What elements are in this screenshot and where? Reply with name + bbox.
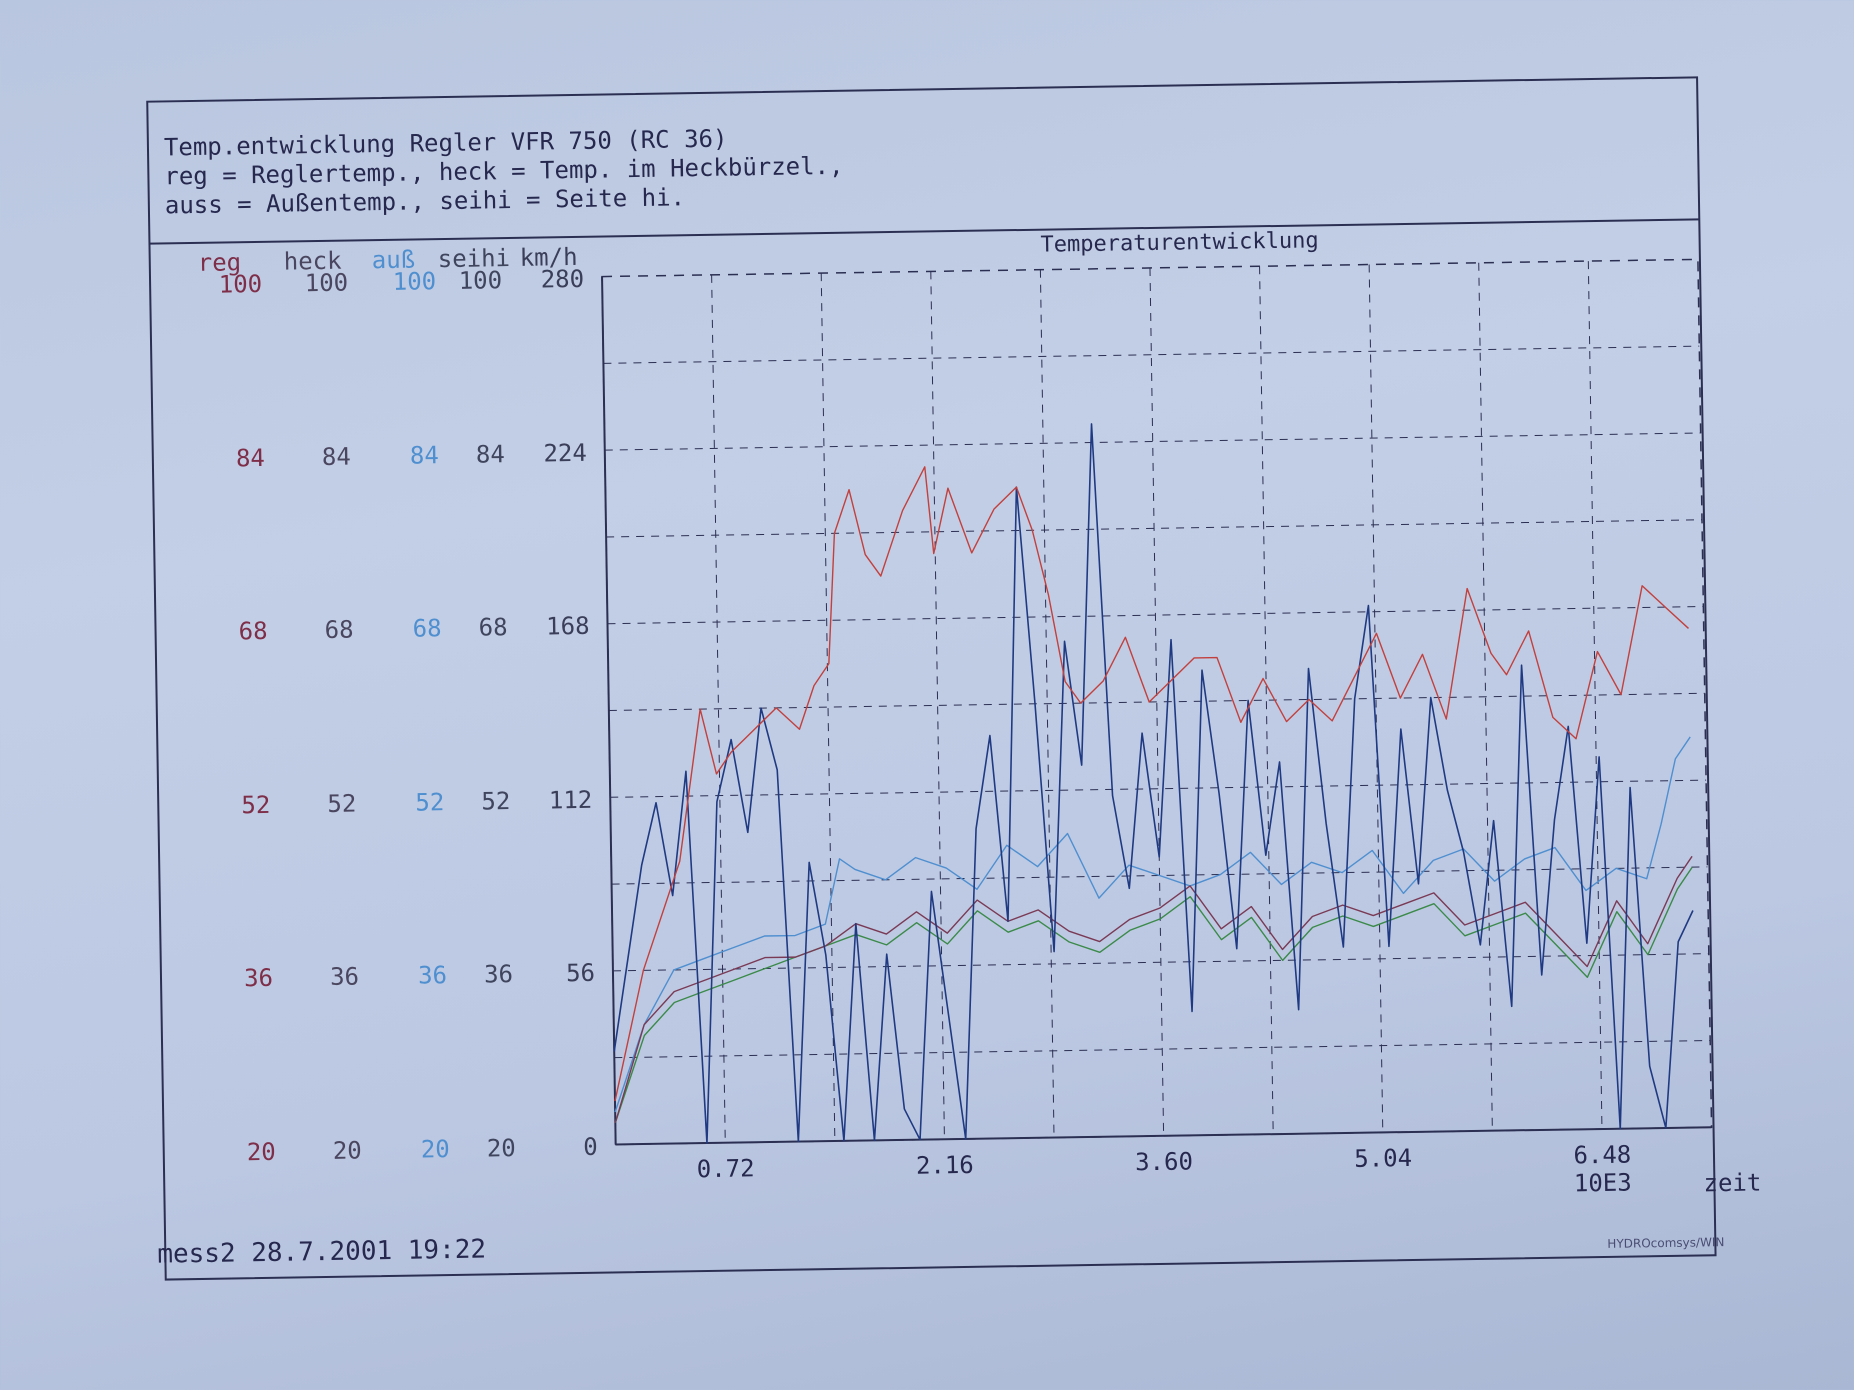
chart-svg: Temperaturentwicklung 0.72 2.16 3.60 5.04 6.4… xyxy=(601,228,1762,1198)
series-line-heck xyxy=(614,866,1693,1123)
grid-vertical xyxy=(1039,269,1055,1138)
grid-vertical xyxy=(820,273,836,1142)
grid-horizontal xyxy=(614,1039,1711,1059)
outer-frame xyxy=(146,76,1717,1281)
grid-vertical xyxy=(1478,262,1493,1131)
printout: Temp.entwicklung Regler VFR 750 (RC 36) … xyxy=(146,76,1762,1281)
grid-vertical xyxy=(1587,261,1603,1129)
grid-horizontal xyxy=(607,606,1704,625)
x-tick-label: 5.04 xyxy=(1354,1144,1412,1173)
chart-title: Temperaturentwicklung xyxy=(1040,228,1319,257)
x-unit-label: 10E3 xyxy=(1574,1169,1632,1198)
footer-timestamp: mess2 28.7.2001 19:22 xyxy=(157,1234,487,1270)
grid-vertical xyxy=(1368,264,1384,1133)
grid-horizontal xyxy=(603,345,1700,364)
x-tick-label: 0.72 xyxy=(697,1154,755,1183)
series-line-seihi xyxy=(614,855,1693,1123)
grid-horizontal xyxy=(612,953,1709,972)
x-tick-label: 3.60 xyxy=(1135,1147,1193,1176)
x-tick-label: 2.16 xyxy=(916,1151,974,1180)
x-axis-label: zeit xyxy=(1703,1168,1761,1197)
grid-horizontal xyxy=(604,432,1701,451)
grid-horizontal xyxy=(606,519,1703,538)
grid-vertical xyxy=(1259,266,1274,1135)
grid-horizontal xyxy=(610,779,1707,798)
grid-horizontal xyxy=(608,692,1705,712)
x-tick-label: 6.48 xyxy=(1573,1141,1631,1170)
series-line-au xyxy=(614,736,1691,1113)
grid-vertical xyxy=(711,274,726,1143)
frame-svg xyxy=(146,76,1717,1281)
plot-frame xyxy=(601,258,1713,1146)
grid-vertical xyxy=(1149,267,1165,1136)
y-axis-line xyxy=(601,276,617,1145)
grid-vertical xyxy=(930,271,945,1140)
series-line-reg xyxy=(614,466,1689,1102)
series-line-kmh xyxy=(613,423,1694,1144)
header-divider xyxy=(149,218,1700,245)
footer-software: HYDROcomsys/WIN xyxy=(1607,1235,1725,1251)
